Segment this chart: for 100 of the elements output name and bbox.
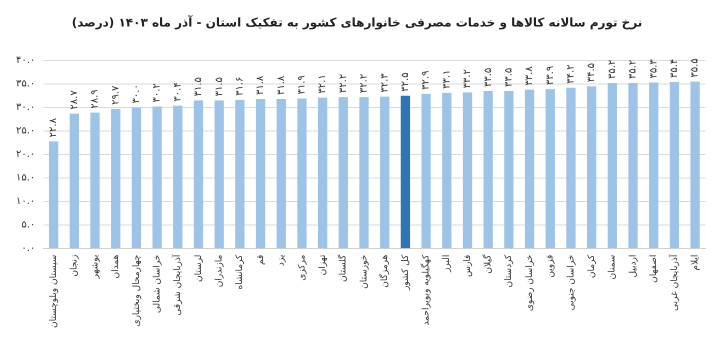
data-label: ۲۹.۷ <box>110 84 122 105</box>
bar <box>421 94 431 248</box>
x-tick-label: کرمانشاه <box>235 254 246 290</box>
data-label: ۳۰.۲ <box>152 83 163 103</box>
data-label: ۳۳.۲ <box>462 69 474 88</box>
y-tick-label: ۳۵.۰ <box>16 78 36 90</box>
bar <box>524 90 534 248</box>
data-label: ۳۵.۵ <box>690 58 701 78</box>
x-tick-label: سمنان <box>608 254 618 280</box>
x-tick-label: گلستان <box>336 254 349 282</box>
data-label: ۳۳.۹ <box>544 66 556 86</box>
x-tick-label: قم <box>256 254 266 265</box>
bar <box>586 86 596 248</box>
bar <box>608 82 617 248</box>
bar <box>256 98 266 248</box>
bar <box>628 82 638 248</box>
data-label: ۲۸.۷ <box>68 90 80 110</box>
data-label: ۳۱.۹ <box>296 75 308 95</box>
x-tick-label: قزوین <box>546 254 556 278</box>
data-label: ۳۵.۲ <box>606 60 618 79</box>
x-tick-label: کهگیلویه وبویراحمد <box>419 254 432 326</box>
x-tick-label: آذربایجان غربی <box>668 254 680 311</box>
y-tick-label: ۱۵.۰ <box>16 172 36 184</box>
y-tick-label: ۲۵.۰ <box>16 126 36 137</box>
bar <box>442 92 452 248</box>
data-label: ۳۴.۵ <box>586 62 598 82</box>
x-tick-label: البرز <box>442 254 452 273</box>
data-label: ۳۱.۵ <box>214 77 225 96</box>
data-label: ۳۳.۸ <box>524 66 536 86</box>
x-tick-label: چهارمحال وبختیاری <box>132 254 142 326</box>
data-label: ۳۳.۵ <box>503 68 514 87</box>
bar <box>670 82 680 248</box>
bar <box>297 98 307 248</box>
data-label: ۳۵.۲ <box>628 60 639 79</box>
y-tick-label: ۵.۰ <box>21 220 36 231</box>
x-tick-label: بوشهر <box>90 254 100 280</box>
data-label: ۳۴.۲ <box>566 64 577 84</box>
x-tick-label: آذربایجان شرقی <box>171 254 184 316</box>
bar <box>359 97 369 248</box>
bar <box>111 108 120 248</box>
bar <box>566 88 576 248</box>
bar <box>214 100 224 248</box>
data-label: ۲۲.۸ <box>48 117 60 138</box>
bar <box>504 90 514 248</box>
x-tick-label: مازندران <box>214 254 225 288</box>
bar <box>338 97 348 248</box>
x-tick-label: زنجان <box>70 254 80 277</box>
data-label: ۳۳.۱ <box>441 70 452 89</box>
x-tick-label: اصفهان <box>649 254 660 283</box>
x-tick-label: خراسان شمالی <box>152 254 162 314</box>
bar <box>132 107 142 248</box>
x-tick-label: کرمان <box>586 254 597 278</box>
y-tick-label: ۲۰.۰ <box>16 149 36 160</box>
x-tick-label: همدان <box>111 254 122 278</box>
data-label: ۳۱.۸ <box>255 75 266 95</box>
bar <box>400 96 410 248</box>
data-label: ۳۲.۵ <box>400 72 412 92</box>
x-tick-label: گیلان <box>482 254 494 274</box>
x-tick-label: مرکزی <box>297 254 308 281</box>
bar <box>649 82 658 248</box>
bar <box>318 98 328 248</box>
data-label: ۳۰.۰ <box>131 84 142 104</box>
bar <box>484 90 493 248</box>
data-label: ۲۸.۹ <box>90 89 101 109</box>
data-label: ۳۱.۵ <box>193 77 204 96</box>
data-label: ۳۲.۳ <box>379 72 390 93</box>
bar <box>194 100 204 248</box>
data-label: ۳۲.۲ <box>338 74 349 94</box>
x-tick-label: خراسان جنوبی <box>566 254 576 310</box>
x-tick-label: خوزستان <box>359 254 370 289</box>
bar <box>152 106 162 248</box>
data-label: ۳۵.۳ <box>648 58 660 79</box>
x-tick-label: فارس <box>462 254 473 278</box>
bar <box>90 112 100 248</box>
bar <box>380 96 390 248</box>
bar <box>276 98 286 248</box>
data-label: ۳۵.۴ <box>669 58 680 78</box>
data-label: ۳۰.۴ <box>172 82 184 102</box>
bar <box>235 100 245 248</box>
data-label: ۳۲.۲ <box>358 74 370 94</box>
bar <box>70 114 79 248</box>
bar <box>462 92 472 248</box>
bar <box>690 82 700 248</box>
x-tick-label: ایلام <box>690 254 700 271</box>
x-tick-label: سیستان وبلوچستان <box>48 254 59 328</box>
data-label: ۳۱.۶ <box>234 76 246 96</box>
x-tick-label: خراسان رضوی <box>524 254 535 312</box>
x-tick-label: یزد <box>276 254 287 266</box>
bar <box>546 89 555 248</box>
data-label: ۳۲.۱ <box>317 74 328 94</box>
y-tick-label: ۰.۰ <box>21 243 36 254</box>
data-label: ۳۱.۸ <box>276 75 287 95</box>
x-tick-label: کردستان <box>504 254 514 288</box>
bar <box>48 141 58 248</box>
y-tick-label: ۴۰.۰ <box>16 54 36 66</box>
x-tick-label: اردبیل <box>628 254 638 278</box>
x-tick-label: کل کشور <box>400 254 411 291</box>
bar <box>173 106 182 248</box>
x-tick-label: هرمزگان <box>378 254 390 288</box>
chart-title: نرخ تورم سالانه کالاها و خدمات مصرفی خانوارهای کشور به تفکیک استان - آذر ماه ۱۴۰۳ (درصد) <box>72 14 642 30</box>
